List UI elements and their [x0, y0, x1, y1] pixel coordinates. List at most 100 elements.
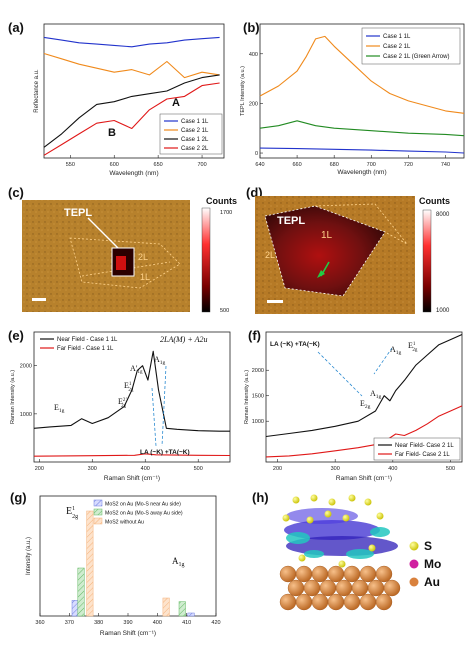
map-d-colorbar-min: 1000 — [436, 308, 450, 314]
map-c: TEPL 2L 1L Counts 1700 500 — [22, 196, 237, 314]
legend-h-s-dot — [409, 541, 419, 551]
chart-f-peak-e2g: E2g — [360, 399, 371, 410]
chart-b-ytick-label-2: 400 — [249, 52, 258, 58]
legend-e-label-0: Near Field - Case 1 1L — [57, 337, 118, 343]
chart-g-xtick-label-6: 420 — [211, 620, 220, 626]
chart-a-ylabel: Reflectance a.u. — [34, 69, 40, 113]
chart-g-xtick-label-0: 360 — [35, 620, 44, 626]
chart-a-xtick-label-2: 650 — [154, 162, 163, 168]
legend-h-mo-label: Mo — [424, 557, 441, 571]
chart-e-xticks: 200 300 400 500 — [35, 459, 203, 472]
panel-label-e: (e) — [8, 328, 24, 343]
chart-g-xtick-label-5: 410 — [182, 620, 191, 626]
au-atom-7 — [287, 579, 305, 597]
chart-b-xtick-label-5: 740 — [441, 162, 450, 168]
s-atom-9 — [376, 512, 384, 520]
chart-b-series-2 — [259, 120, 465, 137]
chart-e-legend: Near Field - Case 1 1L Far Field - Case … — [40, 337, 118, 352]
s-atom-1 — [310, 494, 318, 502]
map-d-label-tepl: TEPL — [277, 215, 305, 227]
structure-h-s-atoms — [282, 494, 384, 568]
chart-b-yticks: 0 200 400 — [249, 52, 263, 157]
map-c-colorbar-min: 500 — [220, 308, 229, 314]
panel-label-c: (c) — [8, 185, 24, 200]
s-atom-10 — [298, 554, 306, 562]
au-atom-12 — [367, 579, 385, 597]
chart-b-legend: Case 1 1L Case 2 1L Case 2 1L (Green Arr… — [361, 27, 461, 65]
chart-e-frame — [33, 331, 231, 463]
chart-e-yticks: 1000 2000 — [20, 364, 37, 418]
s-atom-2 — [328, 498, 336, 506]
map-d-outline — [264, 205, 386, 297]
chart-e-series-0 — [33, 350, 230, 432]
au-atom-0 — [279, 565, 297, 583]
au-atom-9 — [319, 579, 337, 597]
map-d: TEPL 1L 2L Counts 8000 1000 — [255, 196, 450, 314]
legend-g-label-0: MoS2 on Au (Mo-S near Au side) — [105, 502, 181, 508]
chart-a-xtick-label-0: 550 — [66, 162, 75, 168]
chart-e-peak-e22g: E2’ 2g — [118, 397, 127, 409]
chart-f-peak-a1g: A1g — [390, 345, 402, 356]
legend-a-label-1: Case 2 1L — [181, 128, 209, 134]
au-atom-3 — [327, 565, 345, 583]
panel-label-a: (a) — [8, 20, 24, 35]
legend-h-s-label: S — [424, 539, 432, 553]
chart-g-xtick-label-4: 400 — [153, 620, 162, 626]
map-c-tepl-hot — [116, 256, 126, 270]
au-atom-10 — [335, 579, 353, 597]
chart-b-ytick-label-0: 0 — [255, 151, 258, 157]
chart-f-ytick-label-0: 1000 — [252, 419, 264, 425]
au-atom-18 — [343, 593, 361, 611]
chart-b-series-0 — [259, 147, 465, 154]
chart-a-series-1 — [43, 52, 220, 79]
legend-b-label-1: Case 2 1L — [383, 44, 411, 50]
chart-f-legend: Near Field- Case 2 1L Far Field- Case 2 … — [373, 437, 461, 461]
s-atom-12 — [368, 544, 376, 552]
chart-b-ytick-label-1: 200 — [249, 101, 258, 107]
legend-g-label-2: MoS2 without Au — [105, 520, 144, 526]
chart-e-series-group — [33, 350, 231, 457]
au-atom-14 — [279, 593, 297, 611]
chart-f-ytick-label-1: 1500 — [252, 394, 264, 400]
map-c-scalebar — [32, 298, 46, 301]
chart-f-xtick-label-3: 500 — [446, 466, 455, 472]
chart-e-xtick-label-1: 300 — [88, 466, 97, 472]
legend-h-mo-dot — [409, 559, 419, 569]
chart-b-series-group — [259, 35, 465, 154]
chart-f-dash-2 — [373, 347, 393, 375]
map-c-label-1l: 1L — [140, 272, 150, 282]
chart-g-xticks: 360 370 380 390 400 410 420 — [35, 613, 221, 626]
chart-g-bar-2-1 — [162, 597, 170, 617]
chart-e-series-1 — [33, 453, 231, 457]
chart-g-bar-0-0 — [71, 600, 79, 617]
chart-f-xlabel: Raman Shift (cm⁻¹) — [336, 475, 392, 482]
chart-e-xtick-label-0: 200 — [35, 466, 44, 472]
au-atom-1 — [295, 565, 313, 583]
chart-f-peak-a1g-low: A1g — [370, 389, 382, 400]
chart-f-annotation: LA (~K) +TA(~K) — [270, 341, 320, 348]
legend-f-label-0: Near Field- Case 2 1L — [395, 443, 454, 449]
chart-f-series-1 — [265, 405, 463, 458]
chart-g-peak-e12g: E1 2g — [66, 506, 78, 520]
map-d-heat-region — [265, 206, 385, 296]
chart-a-annotation-B: B — [108, 127, 116, 139]
map-d-label-2l: 2L — [265, 250, 275, 260]
legend-f-label-1: Far Field- Case 2 1L — [395, 452, 450, 458]
au-atom-15 — [295, 593, 313, 611]
s-atom-7 — [324, 510, 332, 518]
chart-e-xlabel: Raman Shift (cm⁻¹) — [104, 475, 160, 482]
s-atom-3 — [348, 494, 356, 502]
au-atom-13 — [383, 579, 401, 597]
chart-a-xlabel: Wavelength (nm) — [109, 170, 158, 177]
chart-e-peak-a1g: A1g — [154, 355, 166, 366]
chart-f-xticks: 200 300 400 500 — [273, 459, 455, 472]
chart-e-peak-e1g: E1g — [54, 403, 65, 414]
chart-a-series-group — [43, 36, 220, 156]
s-atom-4 — [364, 498, 372, 506]
map-c-image — [22, 200, 190, 312]
map-c-colorbar — [201, 207, 211, 313]
map-d-colorbar — [422, 209, 432, 313]
s-atom-6 — [306, 516, 314, 524]
chart-e-ytick-label-1: 2000 — [20, 364, 32, 370]
map-d-2l-boundary — [314, 203, 408, 245]
